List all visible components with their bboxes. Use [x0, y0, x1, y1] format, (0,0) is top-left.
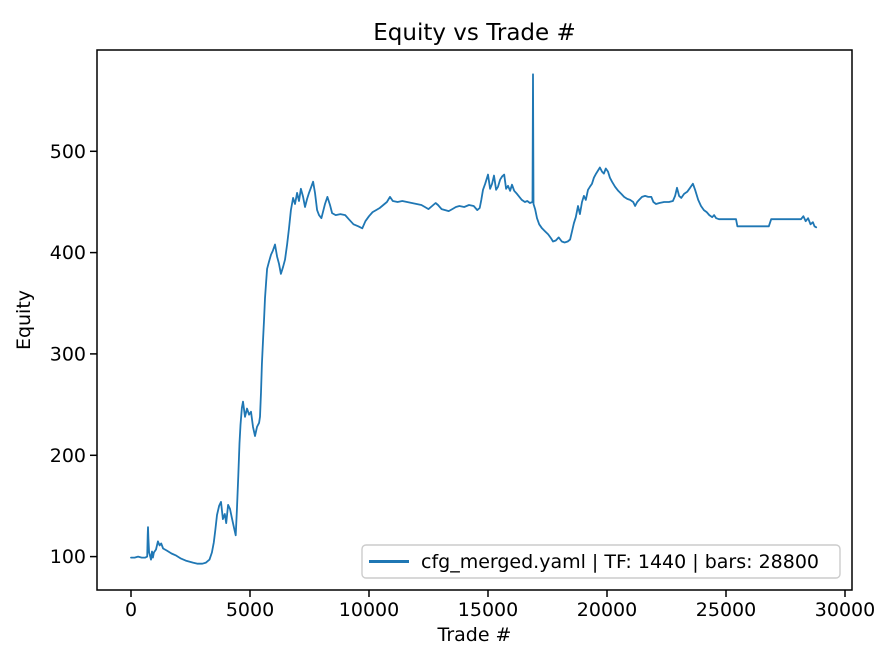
- y-axis-label: Equity: [13, 290, 35, 350]
- y-tick-label: 300: [50, 343, 86, 365]
- x-tick-label: 15000: [458, 599, 518, 621]
- x-axis-label: Trade #: [437, 624, 512, 646]
- legend-box: [361, 544, 841, 579]
- legend: cfg_merged.yaml | TF: 1440 | bars: 28800: [361, 544, 841, 579]
- y-axis-ticks: 100 200 300 400 500: [50, 141, 97, 568]
- x-tick-label: 30000: [815, 599, 875, 621]
- chart-title: Equity vs Trade #: [373, 20, 576, 46]
- x-tick-label: 0: [125, 599, 137, 621]
- y-tick-label: 200: [50, 445, 86, 467]
- x-tick-label: 25000: [696, 599, 756, 621]
- x-tick-label: 5000: [226, 599, 274, 621]
- x-tick-label: 20000: [577, 599, 637, 621]
- y-tick-label: 100: [50, 546, 86, 568]
- plot-area: [96, 49, 853, 591]
- equity-line: [130, 73, 818, 565]
- x-tick-label: 10000: [339, 599, 399, 621]
- legend-label: cfg_merged.yaml | TF: 1440 | bars: 28800: [421, 551, 819, 573]
- y-tick-label: 400: [50, 242, 86, 264]
- x-axis-ticks: 0 5000 10000 15000 20000 25000 30000: [125, 590, 875, 621]
- y-tick-label: 500: [50, 141, 86, 163]
